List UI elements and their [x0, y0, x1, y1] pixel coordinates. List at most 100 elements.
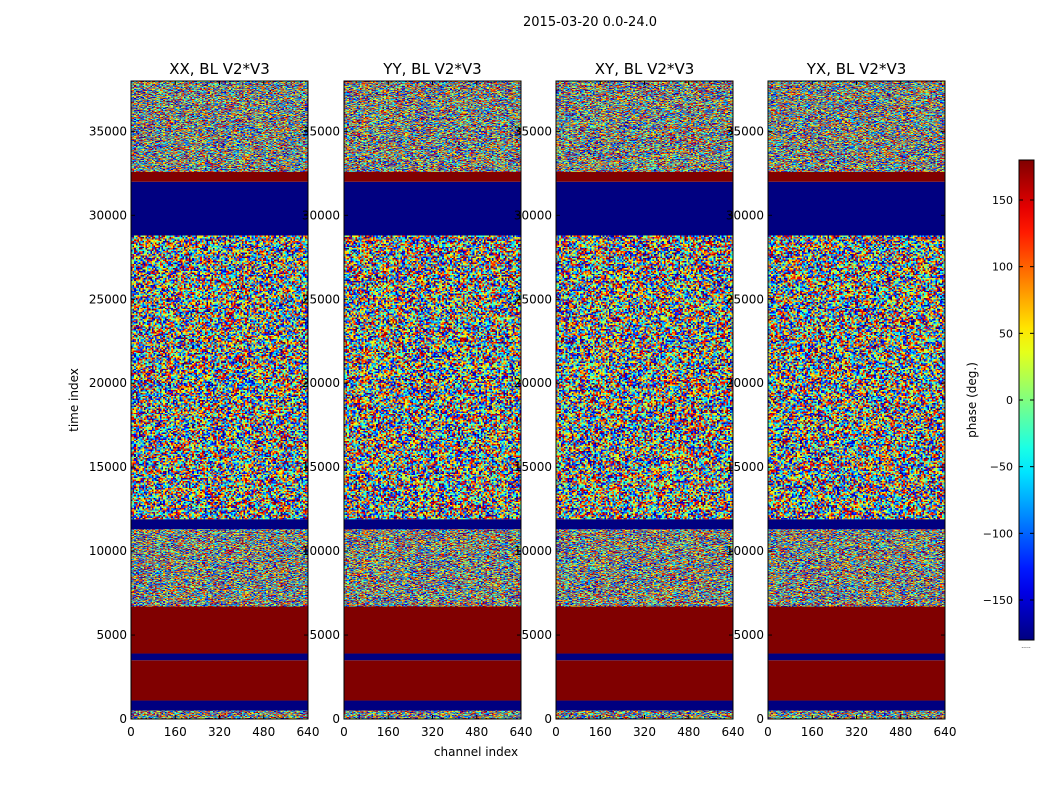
x-tick-label: 640 — [297, 725, 320, 739]
colorbar: −150 −100 −50 0 50 100 150 — [983, 159, 1035, 641]
heatmap-noise-band — [131, 710, 308, 719]
x-tick-label: 640 — [722, 725, 745, 739]
y-tick-label: 25000 — [726, 292, 764, 306]
heatmap-solid-band — [556, 171, 733, 182]
x-tick-label: 320 — [633, 725, 656, 739]
y-tick-label: 10000 — [89, 544, 127, 558]
heatmap-noise-band — [556, 710, 733, 719]
y-tick-label: 20000 — [726, 376, 764, 390]
panel-title: YY, BL V2*V3 — [382, 60, 481, 78]
colorbar-tick-label: 0 — [1006, 394, 1013, 407]
y-tick-label: 15000 — [302, 460, 340, 474]
colorbar-label: phase (deg.) — [965, 362, 979, 438]
heatmap-noise-band — [344, 710, 521, 719]
heatmap-solid-band — [768, 653, 945, 661]
x-tick-label: 480 — [465, 725, 488, 739]
heatmap-noise-band — [344, 81, 521, 172]
heatmap-panel: YX, BL V2*V3 0 160 320 480 640 0 5000 10000 15000… — [726, 60, 957, 739]
x-tick-label: 320 — [845, 725, 868, 739]
x-tick-label: 320 — [421, 725, 444, 739]
heatmap-noise-band — [556, 235, 733, 520]
heatmap-solid-band — [344, 519, 521, 530]
heatmap-noise-band — [768, 529, 945, 607]
x-tick-label: 160 — [164, 725, 187, 739]
panel-title: YX, BL V2*V3 — [806, 60, 907, 78]
y-tick-label: 20000 — [302, 376, 340, 390]
heatmap-solid-band — [768, 700, 945, 711]
heatmap-image — [344, 81, 521, 719]
y-tick-label: 10000 — [514, 544, 552, 558]
heatmap-solid-band — [344, 660, 521, 701]
x-tick-label: 0 — [340, 725, 348, 739]
x-tick-label: 640 — [510, 725, 533, 739]
colorbar-offset-dots: ..... — [1021, 643, 1031, 650]
heatmap-solid-band — [556, 660, 733, 701]
heatmap-solid-band — [344, 606, 521, 654]
y-tick-label: 5000 — [733, 628, 764, 642]
colorbar-tick-label: −50 — [990, 461, 1013, 474]
figure-suptitle: 2015-03-20 0.0-24.0 — [523, 15, 657, 30]
x-tick-label: 480 — [677, 725, 700, 739]
heatmap-solid-band — [344, 653, 521, 661]
heatmap-solid-band — [344, 171, 521, 182]
y-tick-label: 25000 — [89, 292, 127, 306]
y-tick-label: 5000 — [96, 628, 127, 642]
colorbar-tick-label: 150 — [992, 194, 1013, 207]
y-tick-label: 25000 — [514, 292, 552, 306]
heatmap-solid-band — [768, 660, 945, 701]
panel-title: XX, BL V2*V3 — [169, 60, 270, 78]
x-tick-label: 0 — [127, 725, 135, 739]
heatmap-solid-band — [768, 181, 945, 236]
heatmap-solid-band — [556, 653, 733, 661]
heatmap-image — [131, 81, 308, 719]
heatmap-panel: XX, BL V2*V3 0 160 320 480 640 0 5000 10000 15000… — [89, 60, 320, 739]
heatmap-solid-band — [131, 171, 308, 182]
heatmap-noise-band — [344, 235, 521, 520]
heatmap-noise-band — [556, 529, 733, 607]
heatmap-solid-band — [344, 181, 521, 236]
y-tick-label: 30000 — [514, 208, 552, 222]
y-tick-label: 0 — [119, 712, 127, 726]
heatmap-panel: XY, BL V2*V3 0 160 320 480 640 0 5000 10000 15000… — [514, 60, 745, 739]
heatmap-solid-band — [131, 519, 308, 530]
y-tick-label: 10000 — [302, 544, 340, 558]
y-tick-label: 30000 — [302, 208, 340, 222]
heatmap-noise-band — [768, 235, 945, 520]
y-tick-label: 35000 — [302, 124, 340, 138]
heatmap-solid-band — [556, 519, 733, 530]
heatmap-solid-band — [131, 660, 308, 701]
heatmap-image — [556, 81, 733, 719]
x-tick-label: 320 — [208, 725, 231, 739]
y-tick-label: 0 — [756, 712, 764, 726]
x-tick-label: 0 — [552, 725, 560, 739]
y-tick-label: 35000 — [514, 124, 552, 138]
colorbar-tick-label: 100 — [992, 261, 1013, 274]
x-tick-label: 640 — [934, 725, 957, 739]
heatmap-solid-band — [131, 606, 308, 654]
y-tick-label: 15000 — [89, 460, 127, 474]
heatmap-solid-band — [131, 181, 308, 236]
heatmap-noise-band — [556, 81, 733, 172]
heatmap-noise-band — [768, 81, 945, 172]
x-tick-label: 160 — [589, 725, 612, 739]
heatmap-panels: XX, BL V2*V3 0 160 320 480 640 0 5000 10000 15000… — [89, 60, 957, 739]
heatmap-noise-band — [131, 529, 308, 607]
colorbar-tick-label: −150 — [983, 594, 1013, 607]
y-axis-label: time index — [67, 368, 81, 432]
x-tick-label: 480 — [252, 725, 275, 739]
y-tick-label: 35000 — [726, 124, 764, 138]
y-tick-label: 15000 — [726, 460, 764, 474]
x-tick-label: 160 — [377, 725, 400, 739]
x-tick-label: 160 — [801, 725, 824, 739]
heatmap-image — [768, 81, 945, 719]
x-axis-label: channel index — [434, 745, 518, 759]
heatmap-noise-band — [344, 529, 521, 607]
heatmap-noise-band — [768, 710, 945, 719]
heatmap-solid-band — [556, 181, 733, 236]
heatmap-solid-band — [344, 700, 521, 711]
y-tick-label: 0 — [544, 712, 552, 726]
y-tick-label: 0 — [332, 712, 340, 726]
heatmap-solid-band — [768, 171, 945, 182]
y-tick-label: 30000 — [726, 208, 764, 222]
